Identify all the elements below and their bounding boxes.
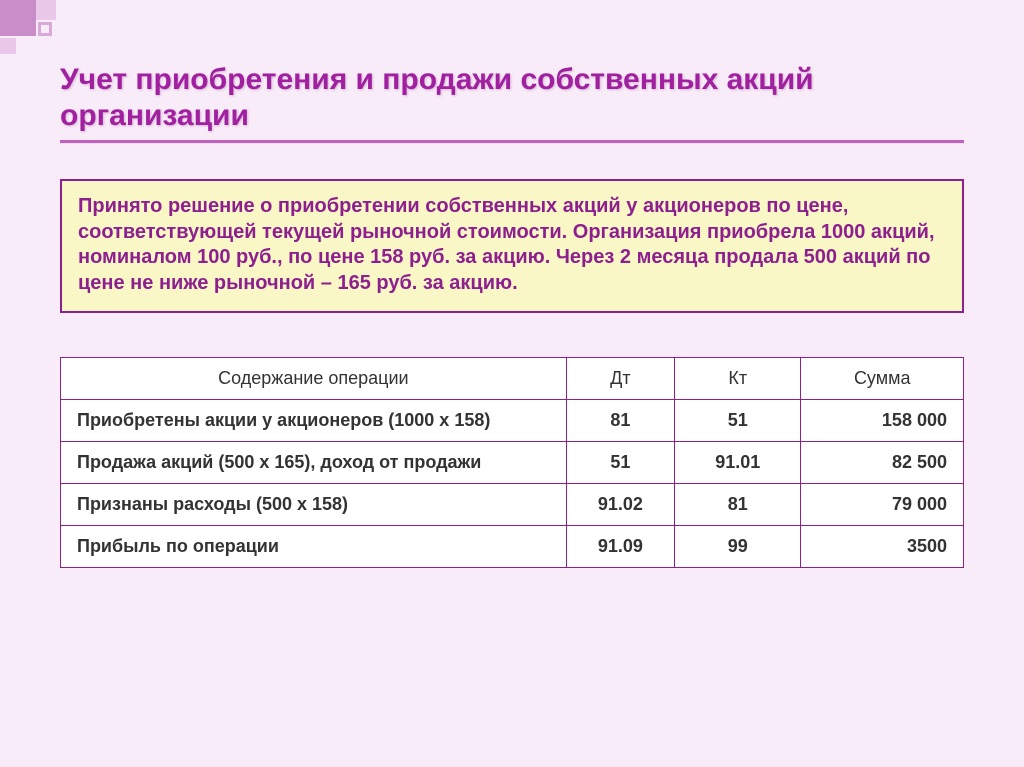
transactions-table: Содержание операции Дт Кт Сумма Приобрет… bbox=[60, 357, 964, 568]
col-header-credit: Кт bbox=[675, 358, 801, 400]
col-header-sum: Сумма bbox=[801, 358, 964, 400]
table-header-row: Содержание операции Дт Кт Сумма bbox=[61, 358, 964, 400]
cell-debit: 81 bbox=[566, 400, 674, 442]
slide-content: Учет приобретения и продажи собственных … bbox=[0, 0, 1024, 568]
cell-credit: 51 bbox=[675, 400, 801, 442]
cell-credit: 81 bbox=[675, 484, 801, 526]
cell-sum: 158 000 bbox=[801, 400, 964, 442]
slide-title: Учет приобретения и продажи собственных … bbox=[60, 62, 964, 134]
scenario-box: Принято решение о приобретении собственн… bbox=[60, 179, 964, 313]
deco-square bbox=[36, 0, 56, 20]
cell-operation: Признаны расходы (500 х 158) bbox=[61, 484, 567, 526]
col-header-debit: Дт bbox=[566, 358, 674, 400]
cell-credit: 99 bbox=[675, 526, 801, 568]
table-row: Продажа акций (500 х 165), доход от прод… bbox=[61, 442, 964, 484]
cell-debit: 51 bbox=[566, 442, 674, 484]
table-row: Признаны расходы (500 х 158) 91.02 81 79… bbox=[61, 484, 964, 526]
cell-credit: 91.01 bbox=[675, 442, 801, 484]
cell-sum: 82 500 bbox=[801, 442, 964, 484]
cell-operation: Прибыль по операции bbox=[61, 526, 567, 568]
cell-operation: Приобретены акции у акционеров (1000 х 1… bbox=[61, 400, 567, 442]
cell-sum: 79 000 bbox=[801, 484, 964, 526]
title-underline bbox=[60, 140, 964, 143]
cell-debit: 91.02 bbox=[566, 484, 674, 526]
cell-operation: Продажа акций (500 х 165), доход от прод… bbox=[61, 442, 567, 484]
deco-square-outline bbox=[38, 22, 52, 36]
cell-debit: 91.09 bbox=[566, 526, 674, 568]
deco-square bbox=[0, 38, 16, 54]
deco-square bbox=[0, 0, 36, 36]
table-row: Прибыль по операции 91.09 99 3500 bbox=[61, 526, 964, 568]
col-header-operation: Содержание операции bbox=[61, 358, 567, 400]
corner-decoration bbox=[0, 0, 90, 60]
table-row: Приобретены акции у акционеров (1000 х 1… bbox=[61, 400, 964, 442]
cell-sum: 3500 bbox=[801, 526, 964, 568]
